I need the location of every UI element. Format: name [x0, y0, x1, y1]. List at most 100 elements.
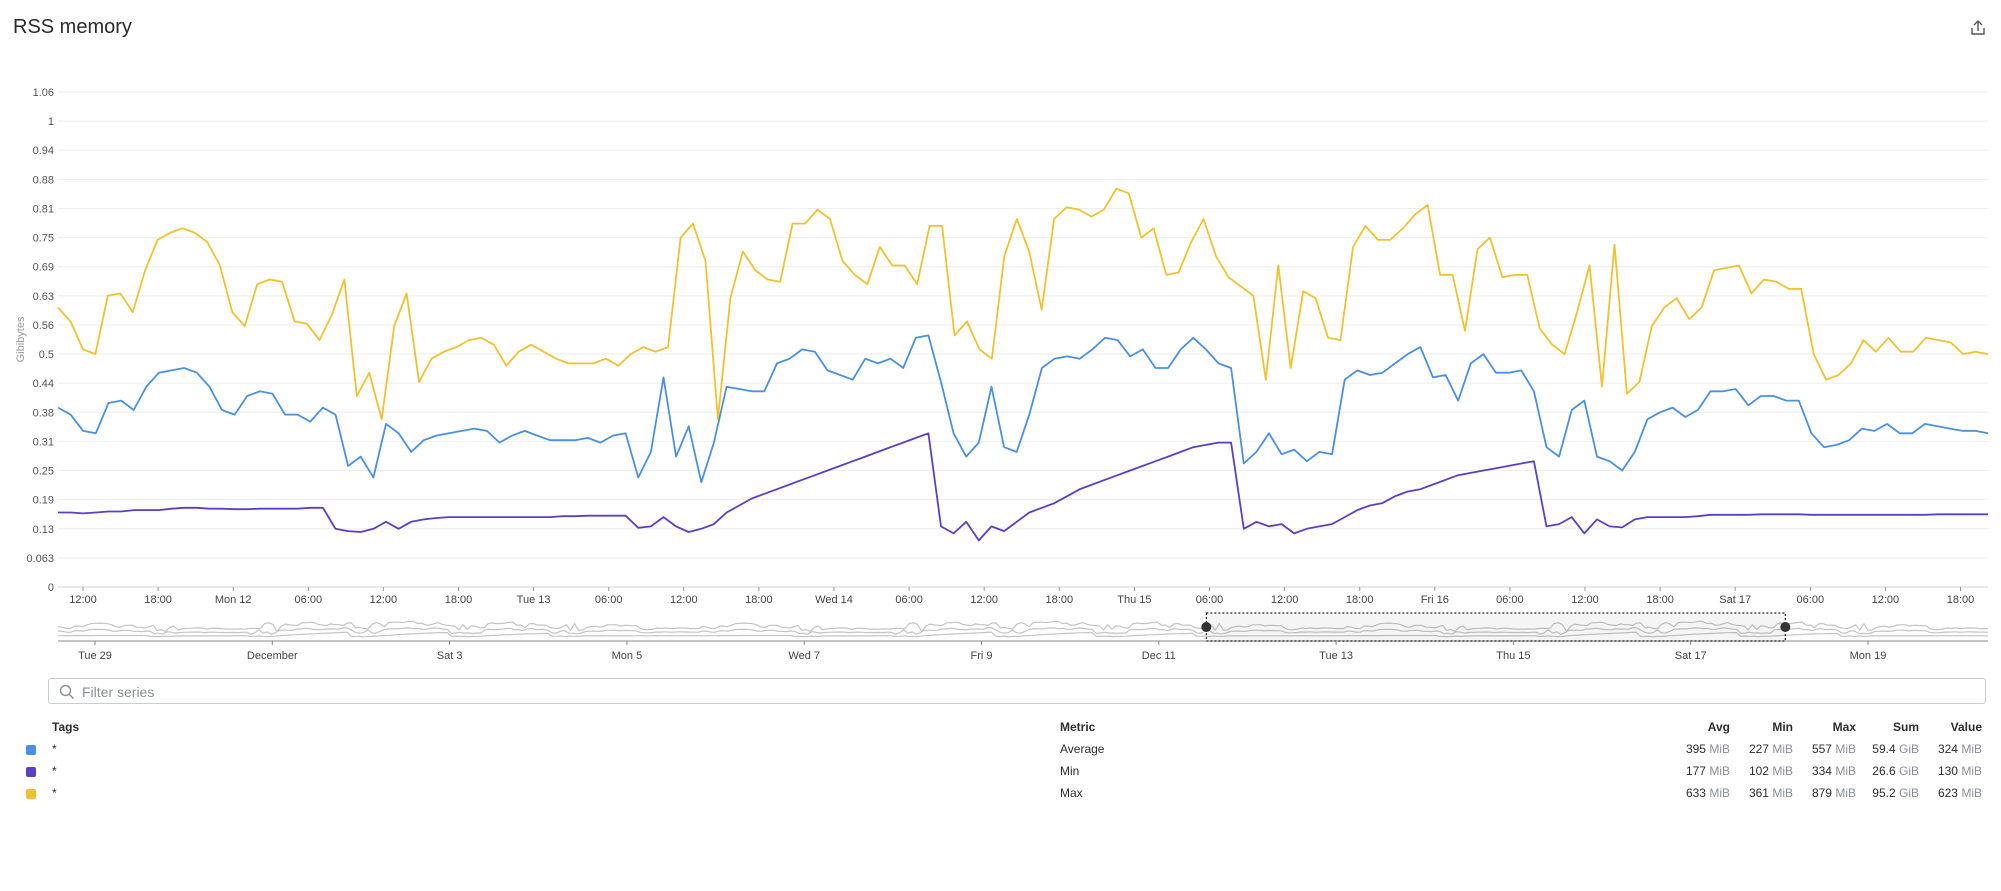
y-tick-label: 0.38	[33, 407, 54, 419]
legend-sum-value: 26.6	[1872, 764, 1896, 778]
legend-min-value: 361	[1748, 786, 1769, 800]
page-title: RSS memory	[13, 16, 132, 38]
legend-value-value: 130	[1937, 764, 1958, 778]
x-tick-label: 06:00	[1196, 594, 1224, 605]
legend-max-header[interactable]: Max	[1832, 720, 1856, 734]
series-line-min[interactable]	[58, 432, 1988, 542]
x-tick-label: Tue 13	[517, 594, 551, 605]
search-icon	[59, 684, 74, 699]
x-tick-label: 18:00	[1346, 594, 1374, 605]
x-tick-label: 12:00	[1271, 594, 1299, 605]
legend-max-unit: MiB	[1835, 742, 1856, 756]
y-tick-label: 0.81	[33, 203, 54, 215]
x-tick-label: 06:00	[895, 594, 923, 605]
legend-metric: Min	[1060, 764, 1080, 778]
legend-value-unit: MiB	[1961, 764, 1982, 778]
x-tick-label: Thu 15	[1117, 594, 1151, 605]
legend-value-header[interactable]: Value	[1950, 720, 1982, 734]
legend-swatch-header	[22, 716, 48, 738]
legend-table: Tags Metric Avg Min Max Sum Value * Avera…	[22, 716, 1986, 804]
legend-value-unit: MiB	[1961, 786, 1982, 800]
legend-max-unit: MiB	[1835, 786, 1856, 800]
x-tick-label: 12:00	[69, 594, 97, 605]
legend-sum: 26.6 GiB	[1860, 760, 1923, 782]
legend-avg: 395 MiB	[1666, 738, 1734, 760]
filter-series-box[interactable]	[48, 678, 1986, 705]
x-tick-label: Fri 16	[1421, 594, 1449, 605]
legend-row[interactable]: * Average 395 MiB 227 MiB 557 MiB 59.4 GiB 324…	[22, 738, 1986, 760]
navigator-chart[interactable]: Tue 29 December Sat 3 Mon 5 Wed 7 Fri 9 Dec 11…	[0, 605, 2001, 665]
series-line-max[interactable]	[57, 187, 1989, 421]
x-tick-label: 06:00	[1496, 594, 1524, 605]
legend-value-value: 324	[1937, 742, 1958, 756]
series-swatch[interactable]	[26, 766, 36, 777]
navigator-line-min	[58, 631, 1988, 638]
y-tick-label: 1.06	[33, 87, 54, 99]
series-line-avg[interactable]	[57, 334, 1989, 484]
navigator-line-max	[57, 620, 1989, 633]
x-tick-label: Sat 17	[1719, 594, 1751, 605]
y-tick-label: 0.88	[33, 174, 54, 186]
navigator-tick-label: Tue 29	[78, 650, 112, 662]
legend-swatch-cell	[22, 760, 48, 782]
navigator-tick-label: December	[247, 650, 298, 662]
legend-max: 879 MiB	[1797, 782, 1860, 804]
legend-min: 227 MiB	[1734, 738, 1797, 760]
legend-avg-unit: MiB	[1709, 742, 1730, 756]
x-tick-label: 12:00	[1571, 594, 1599, 605]
y-tick-label: 1	[48, 116, 54, 128]
legend-min-unit: MiB	[1772, 786, 1793, 800]
x-tick-label: Mon 12	[215, 594, 252, 605]
legend-avg: 633 MiB	[1666, 782, 1734, 804]
navigator-tick-label: Sat 3	[437, 650, 463, 662]
legend-min: 361 MiB	[1734, 782, 1797, 804]
legend-tags-header[interactable]: Tags	[52, 720, 80, 734]
legend-row[interactable]: * Max 633 MiB 361 MiB 879 MiB 95.2 GiB 623 MiB	[22, 782, 1986, 804]
navigator-tick-label: Thu 15	[1496, 650, 1530, 662]
legend-max: 557 MiB	[1797, 738, 1860, 760]
x-tick-label: 12:00	[970, 594, 998, 605]
navigator-handle-right[interactable]	[1780, 622, 1791, 632]
legend-sum-unit: GiB	[1898, 764, 1919, 778]
legend-metric: Average	[1060, 742, 1105, 756]
y-tick-label: 0.44	[33, 378, 54, 390]
x-tick-label: 12:00	[1872, 594, 1900, 605]
main-chart[interactable]: 0 0.063 0.13 0.19 0.25 0.31 0.38 0.44 0.5 0.56 0.6…	[0, 70, 2001, 605]
legend-avg-header[interactable]: Avg	[1707, 720, 1730, 734]
series-swatch[interactable]	[26, 744, 36, 755]
x-tick-label: 18:00	[745, 594, 773, 605]
legend-metric: Max	[1060, 786, 1083, 800]
navigator-tick-label: Tue 13	[1319, 650, 1353, 662]
navigator-tick-label: Mon 19	[1850, 650, 1887, 662]
navigator-handle-left[interactable]	[1201, 622, 1212, 632]
legend-min-value: 102	[1748, 764, 1769, 778]
legend-value: 130 MiB	[1923, 760, 1986, 782]
legend-header-row: Tags Metric Avg Min Max Sum Value	[22, 716, 1986, 738]
y-tick-label: 0	[48, 582, 54, 594]
legend-row[interactable]: * Min 177 MiB 102 MiB 334 MiB 26.6 GiB 130 MiB	[22, 760, 1986, 782]
legend-tag: *	[52, 742, 57, 756]
legend-avg-value: 633	[1685, 786, 1706, 800]
legend-sum-value: 95.2	[1872, 786, 1896, 800]
series-swatch[interactable]	[26, 788, 36, 799]
navigator-line-avg	[57, 627, 1989, 635]
y-axis-label: Gibibytes	[15, 316, 27, 362]
legend-value: 623 MiB	[1923, 782, 1986, 804]
legend-sum-header[interactable]: Sum	[1892, 720, 1919, 734]
legend-max-value: 557	[1811, 742, 1832, 756]
legend-sum: 59.4 GiB	[1860, 738, 1923, 760]
export-icon[interactable]	[1968, 18, 1988, 38]
legend-max-value: 879	[1811, 786, 1832, 800]
filter-series-input[interactable]	[80, 679, 1964, 705]
legend-min-header[interactable]: Min	[1772, 720, 1793, 734]
legend-value: 324 MiB	[1923, 738, 1986, 760]
legend-sum: 95.2 GiB	[1860, 782, 1923, 804]
legend-min-value: 227	[1748, 742, 1769, 756]
navigator-tick-label: Wed 7	[788, 650, 820, 662]
navigator-selection[interactable]	[1205, 612, 1786, 642]
legend-max-value: 334	[1811, 764, 1832, 778]
navigator-tick-label: Mon 5	[612, 650, 643, 662]
y-tick-label: 0.69	[33, 262, 54, 274]
legend-metric-header[interactable]: Metric	[1060, 720, 1096, 734]
legend-tag: *	[52, 786, 57, 800]
